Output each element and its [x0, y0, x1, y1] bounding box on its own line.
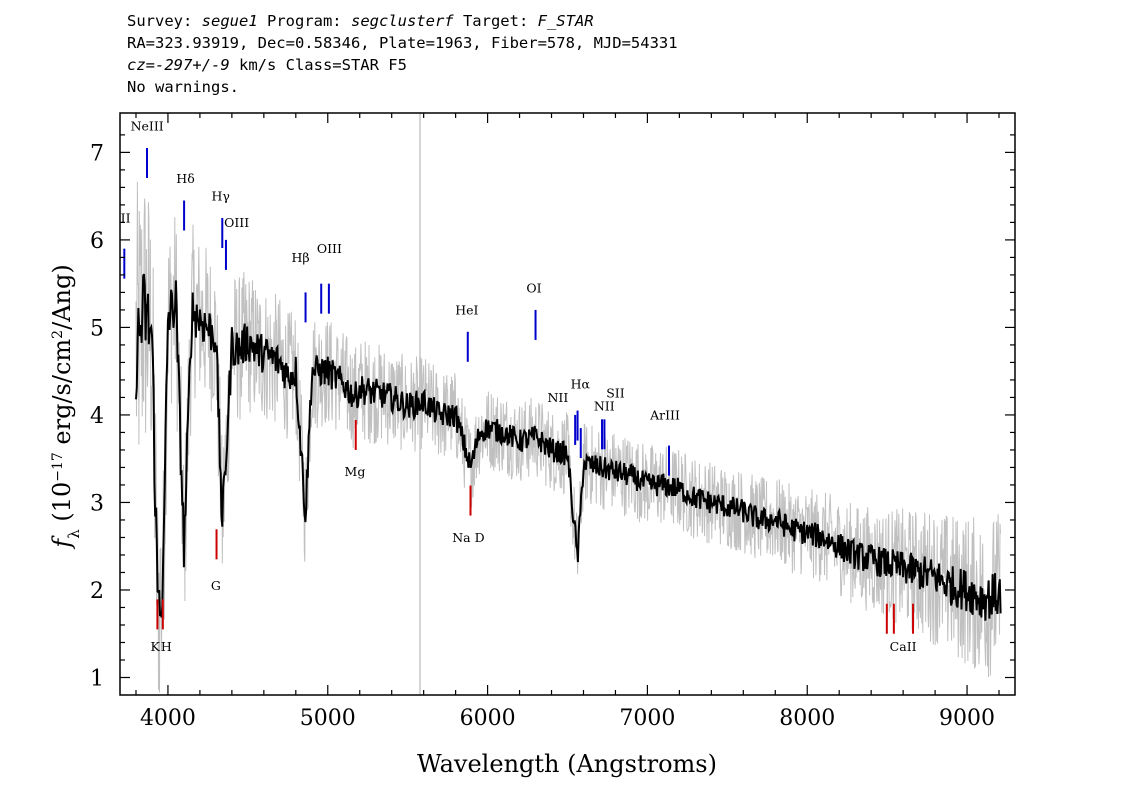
axes: 4000 5000 6000 7000 8000 9000 1 2 3 4 5 6 7	[90, 112, 1016, 731]
survey-label: Survey:	[127, 12, 202, 30]
noise-series	[135, 181, 1001, 693]
line-label: K	[150, 639, 160, 654]
header-line-2: RA=323.93919, Dec=0.58346, Plate=1963, F…	[127, 34, 678, 52]
x-tick-label: 9000	[939, 706, 995, 731]
svg-text:fλ (10−17 erg/s/cm2/Ang): fλ (10−17 erg/s/cm2/Ang)	[48, 264, 83, 549]
y-tick-label: 4	[90, 404, 104, 429]
y-tick-label: 7	[90, 141, 104, 166]
cz-value: -297+/-9	[155, 56, 230, 74]
line-label: Hβ	[292, 250, 310, 265]
header-line-4: No warnings.	[127, 78, 239, 96]
y-tick-label: 6	[90, 229, 104, 254]
program-label: Program:	[257, 12, 351, 30]
survey-value: segue1	[201, 12, 258, 30]
line-label: OIII	[224, 215, 249, 230]
header-line-1: Survey: segue1 Program: segclusterf Targ…	[127, 10, 678, 32]
header-line-3: cz=-297+/-9 km/s Class=STAR F5	[127, 54, 678, 76]
x-tick-label: 8000	[779, 706, 835, 731]
line-label: Na D	[452, 530, 484, 545]
plot-frame	[119, 112, 1016, 696]
line-label: Mg	[345, 464, 366, 479]
x-tick-label: 6000	[460, 706, 516, 731]
line-label: Hγ	[212, 189, 230, 204]
spectrum-header: Survey: segue1 Program: segclusterf Targ…	[127, 10, 678, 98]
cz-label: cz=	[127, 56, 155, 74]
flux-series	[135, 273, 1002, 621]
class-text: km/s Class=STAR F5	[229, 56, 407, 74]
target-label: Target:	[453, 12, 538, 30]
x-tick-label: 7000	[619, 706, 675, 731]
y-tick-label: 5	[90, 316, 104, 341]
y-tick-label: 2	[90, 579, 104, 604]
x-tick-label: 5000	[300, 706, 356, 731]
plot-area	[135, 113, 1002, 695]
program-value: segclusterf	[350, 12, 454, 30]
y-tick-label: 3	[90, 491, 104, 516]
line-label: SII	[606, 385, 625, 400]
line-label: OIII	[317, 241, 342, 256]
x-tick-label: 4000	[140, 706, 196, 731]
y-tick-label: 1	[90, 666, 104, 691]
line-label: Hδ	[176, 171, 194, 186]
line-label: NII	[594, 399, 615, 414]
line-label: Hα	[571, 377, 591, 392]
line-label: G	[211, 578, 221, 593]
x-axis-title: Wavelength (Angstroms)	[417, 750, 717, 778]
line-label: CaII	[890, 639, 917, 654]
spectral-line-markers: NeIIIHδHγOIIIHβOIIIHeIOINIIHαNIISIIArIII…	[121, 119, 917, 655]
target-value: F_STAR	[537, 12, 594, 30]
line-label: H	[161, 639, 172, 654]
line-label: NeIII	[131, 119, 164, 134]
line-label: NII	[547, 390, 568, 405]
y-axis-title: fλ (10−17 erg/s/cm2/Ang)	[48, 264, 83, 549]
line-label: II	[121, 210, 131, 225]
line-label: ArIII	[649, 407, 680, 422]
line-label: HeI	[455, 302, 478, 317]
line-label: OI	[526, 280, 541, 295]
